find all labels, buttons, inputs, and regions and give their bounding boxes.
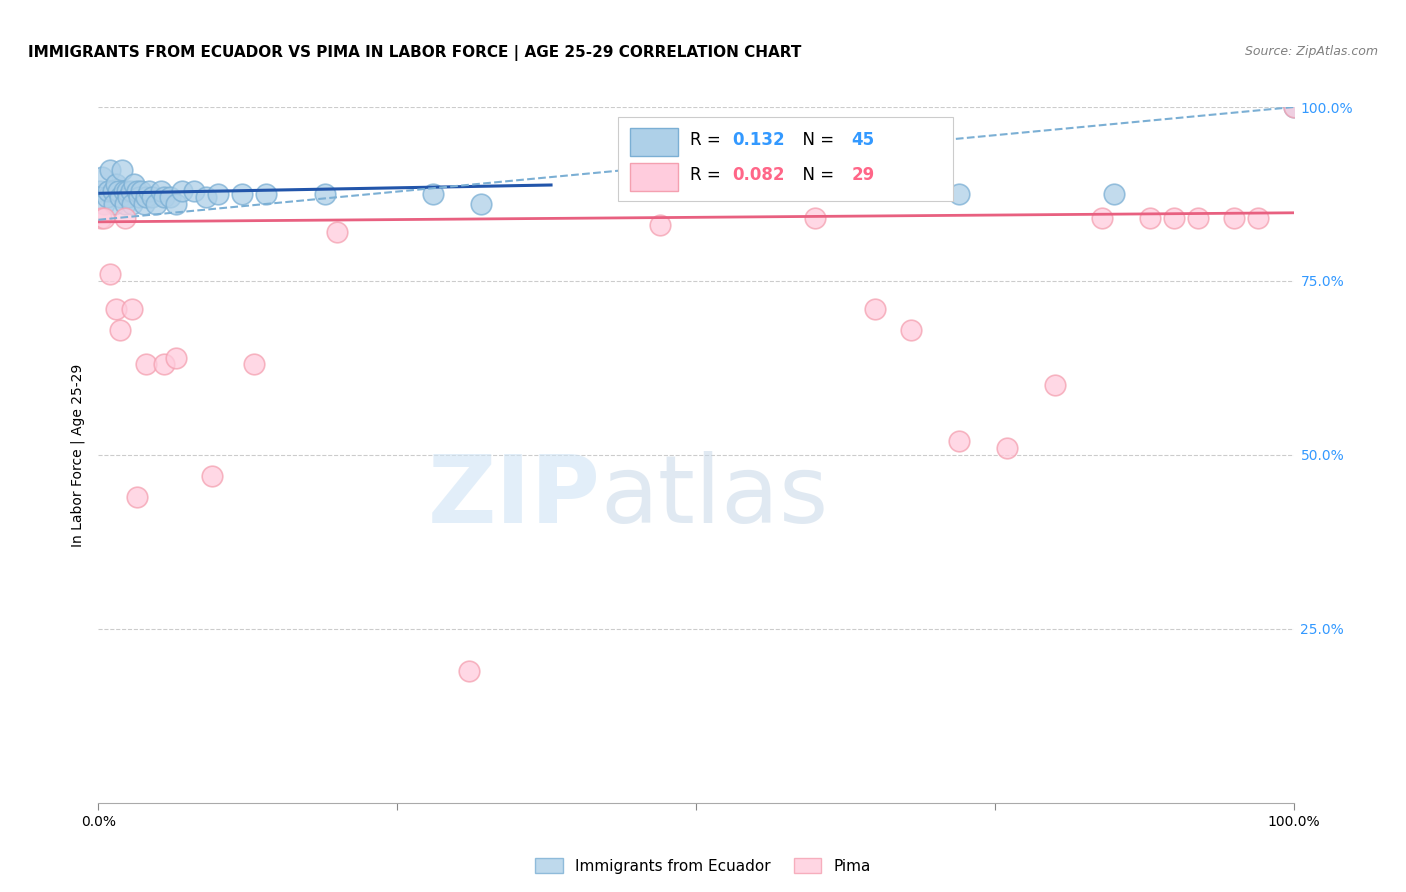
Point (121, 197, 143, 211)
Point (105, 301, 128, 316)
Point (125, 490, 148, 504)
Point (90, 211, 112, 226)
Point (1139, 211, 1161, 226)
Point (145, 197, 167, 211)
Point (153, 358, 176, 372)
Point (165, 351, 187, 365)
Point (98, 267, 122, 281)
Point (1043, 378, 1066, 392)
Text: N =: N = (792, 166, 839, 184)
Point (183, 184, 205, 198)
Text: IMMIGRANTS FROM ECUADOR VS PIMA IN LABOR FORCE | AGE 25-29 CORRELATION CHART: IMMIGRANTS FROM ECUADOR VS PIMA IN LABOR… (28, 45, 801, 61)
Point (124, 177, 146, 191)
Point (89, 184, 111, 198)
Point (865, 301, 887, 316)
Point (1104, 187, 1126, 202)
Point (96, 190, 118, 204)
Point (165, 197, 187, 211)
Text: 0.082: 0.082 (733, 166, 785, 184)
Point (458, 664, 481, 678)
Point (105, 177, 128, 191)
Point (900, 323, 922, 337)
Point (231, 187, 253, 202)
Point (201, 468, 224, 483)
Point (948, 187, 970, 202)
Point (120, 184, 142, 198)
Point (804, 211, 827, 226)
Point (1187, 211, 1209, 226)
Point (1247, 211, 1270, 226)
FancyBboxPatch shape (630, 128, 678, 156)
Text: R =: R = (690, 131, 725, 149)
Point (112, 184, 135, 198)
Point (876, 177, 898, 191)
Point (159, 190, 181, 204)
Text: 0.132: 0.132 (733, 131, 785, 149)
Point (91, 169, 114, 184)
Point (125, 184, 148, 198)
Point (1223, 211, 1246, 226)
Point (97, 184, 120, 198)
Point (132, 197, 155, 211)
Point (141, 190, 163, 204)
Point (422, 187, 444, 202)
Point (114, 197, 136, 211)
Point (149, 184, 172, 198)
Point (98, 162, 122, 177)
Point (243, 358, 266, 372)
Point (121, 301, 143, 316)
Point (648, 219, 672, 233)
Text: 45: 45 (852, 131, 875, 149)
Text: ZIP: ZIP (427, 450, 600, 542)
Point (128, 190, 150, 204)
Point (131, 184, 153, 198)
Legend: Immigrants from Ecuador, Pima: Immigrants from Ecuador, Pima (529, 852, 877, 880)
Point (172, 184, 194, 198)
Text: Source: ZipAtlas.com: Source: ZipAtlas.com (1244, 45, 1378, 58)
Point (107, 184, 129, 198)
Point (995, 441, 1018, 455)
Point (101, 184, 124, 198)
Text: N =: N = (792, 131, 839, 149)
Point (470, 197, 492, 211)
Point (117, 190, 139, 204)
Point (114, 211, 136, 226)
FancyBboxPatch shape (630, 162, 678, 191)
Text: 29: 29 (852, 166, 875, 184)
Point (111, 162, 134, 177)
Point (745, 162, 768, 177)
Point (108, 190, 131, 204)
Point (315, 187, 337, 202)
Text: R =: R = (690, 166, 725, 184)
Point (93, 211, 115, 226)
Point (195, 190, 218, 204)
Point (1282, 100, 1305, 114)
Point (1091, 211, 1114, 226)
Point (1282, 100, 1305, 114)
Point (93, 197, 115, 211)
Point (948, 434, 970, 448)
Point (108, 323, 131, 337)
Point (1163, 211, 1185, 226)
Point (207, 187, 229, 202)
Point (135, 190, 157, 204)
Point (254, 187, 277, 202)
Point (103, 197, 125, 211)
Point (326, 225, 349, 239)
FancyBboxPatch shape (619, 118, 953, 201)
Point (135, 358, 157, 372)
Point (115, 184, 138, 198)
Point (153, 190, 176, 204)
Point (138, 184, 160, 198)
Y-axis label: In Labor Force | Age 25-29: In Labor Force | Age 25-29 (70, 363, 84, 547)
Text: atlas: atlas (600, 450, 828, 542)
